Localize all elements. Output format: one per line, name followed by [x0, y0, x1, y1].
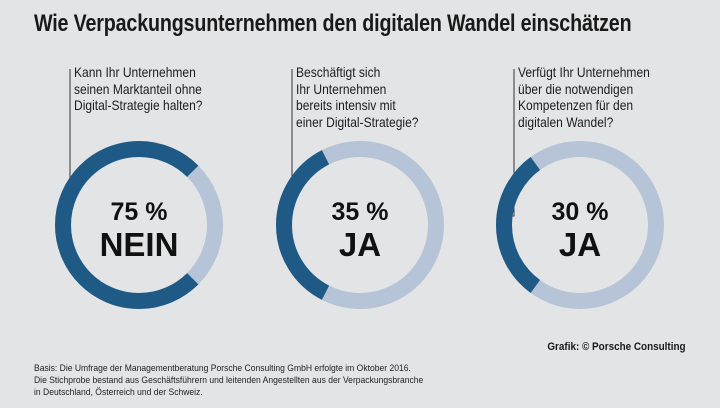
question-2: Beschäftigt sich Ihr Unternehmen bereits…	[296, 64, 418, 130]
footnote-line: Basis: Die Umfrage der Managementberatun…	[34, 363, 411, 374]
chart-title: Wie Verpackungsunternehmen den digitalen…	[34, 10, 632, 37]
donut-chart-1: 75 % NEIN	[55, 141, 223, 309]
footnote-line: Die Stichprobe bestand aus Geschäftsführ…	[34, 375, 424, 386]
question-1-line: Kann Ihr Unternehmen	[74, 64, 196, 80]
question-1-line: Digital-Strategie halten?	[74, 97, 203, 113]
question-1-line: seinen Marktanteil ohne	[74, 80, 202, 97]
question-1: Kann Ihr Unternehmen seinen Marktanteil …	[74, 64, 203, 114]
question-3-line: über die notwendigen	[518, 80, 634, 97]
donut-chart-2: 35 % JA	[276, 141, 444, 309]
question-2-line: bereits intensiv mit	[296, 97, 396, 113]
donut-2-highlight-arc	[276, 150, 330, 300]
question-2-line: einer Digital-Strategie?	[296, 113, 419, 130]
donut-1-highlight-arc	[55, 141, 199, 309]
donut-1-percent: 75 %	[111, 198, 168, 226]
source-credit: Grafik: © Porsche Consulting	[547, 341, 686, 353]
question-3: Verfügt Ihr Unternehmen über die notwend…	[518, 64, 650, 130]
donut-2-percent: 35 %	[332, 198, 389, 226]
donut-3-highlight-arc	[496, 157, 541, 293]
donut-chart-3: 30 % JA	[496, 141, 664, 309]
donut-3-answer: JA	[559, 226, 601, 263]
question-3-line: Verfügt Ihr Unternehmen	[518, 64, 650, 80]
donut-3-percent: 30 %	[552, 198, 609, 226]
question-2-line: Ihr Unternehmen	[296, 80, 387, 97]
question-3-line: digitalen Wandel?	[518, 113, 614, 130]
footnote-line: in Deutschland, Österreich und der Schwe…	[34, 387, 203, 398]
donut-1-answer: NEIN	[100, 226, 179, 263]
donut-2-answer: JA	[339, 226, 381, 263]
question-3-line: Kompetenzen für den	[518, 97, 634, 113]
question-2-line: Beschäftigt sich	[296, 64, 381, 80]
footnote: Basis: Die Umfrage der Managementberatun…	[34, 363, 423, 399]
